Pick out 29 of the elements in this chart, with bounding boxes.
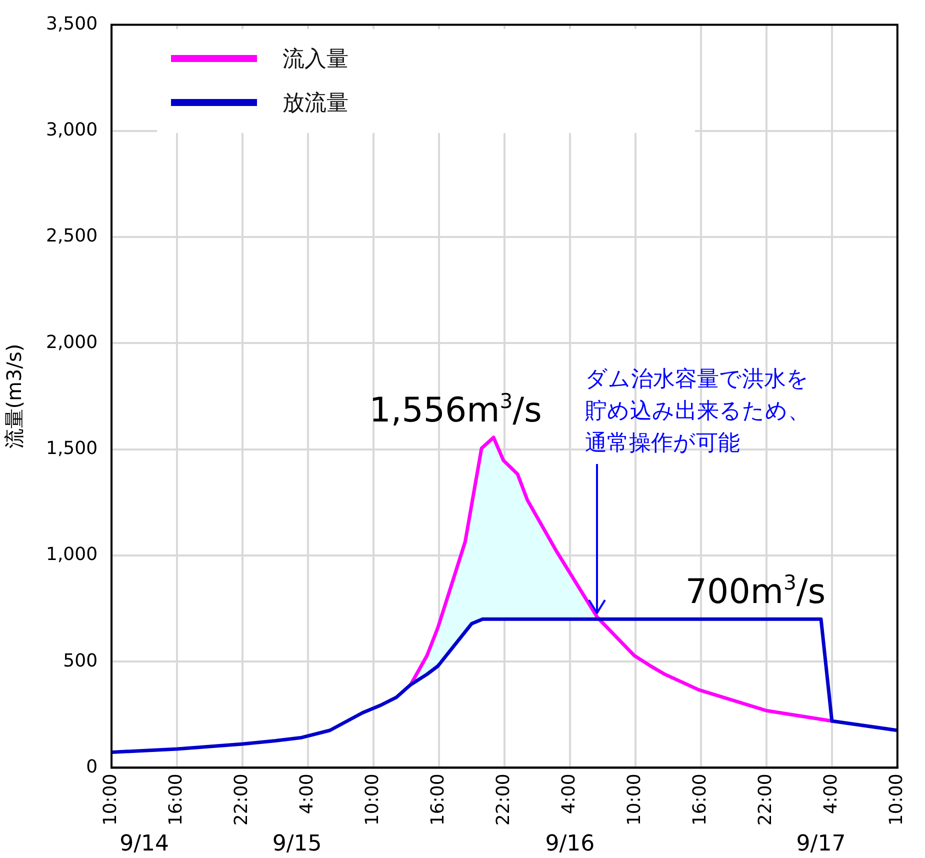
x-tick-label: 22:00: [755, 774, 776, 826]
x-tick-label: 16:00: [690, 774, 711, 826]
x-tick-label: 10:00: [362, 774, 384, 826]
x-tick-label: 16:00: [428, 774, 449, 826]
y-axis-title: 流量(m3/s): [2, 344, 26, 449]
y-tick-label: 2,000: [46, 332, 98, 353]
x-tick-label: 22:00: [231, 774, 252, 826]
legend-label: 流入量: [282, 46, 349, 74]
x2-tick-label: 9/17: [796, 832, 846, 857]
x2-tick-label: 9/15: [272, 832, 322, 857]
x2-tick-label: 9/16: [545, 832, 595, 857]
y-tick-label: 500: [63, 650, 98, 672]
x-tick-label: 10:00: [886, 774, 908, 826]
y-tick-label: 1,000: [46, 544, 98, 566]
y-tick-label: 3,000: [46, 120, 98, 141]
x-tick-label: 10:00: [100, 774, 122, 826]
legend-label: 放流量: [282, 90, 349, 118]
y-tick-label: 0: [86, 756, 98, 778]
x-tick-label: 4:00: [296, 774, 318, 814]
x-tick-label: 16:00: [166, 774, 187, 826]
y-tick-label: 3,500: [46, 13, 98, 34]
y-tick-label: 1,500: [46, 438, 98, 459]
x-tick-label: 4:00: [558, 774, 580, 814]
x-tick-label: 22:00: [493, 774, 514, 826]
x-tick-label: 10:00: [624, 774, 646, 826]
y-tick-label: 2,500: [46, 226, 98, 247]
annotation: ダム治水容量で洪水を貯め込み出来るため、通常操作が可能: [585, 367, 810, 456]
x-tick-label: 4:00: [820, 774, 842, 814]
x2-tick-label: 9/14: [120, 832, 169, 857]
